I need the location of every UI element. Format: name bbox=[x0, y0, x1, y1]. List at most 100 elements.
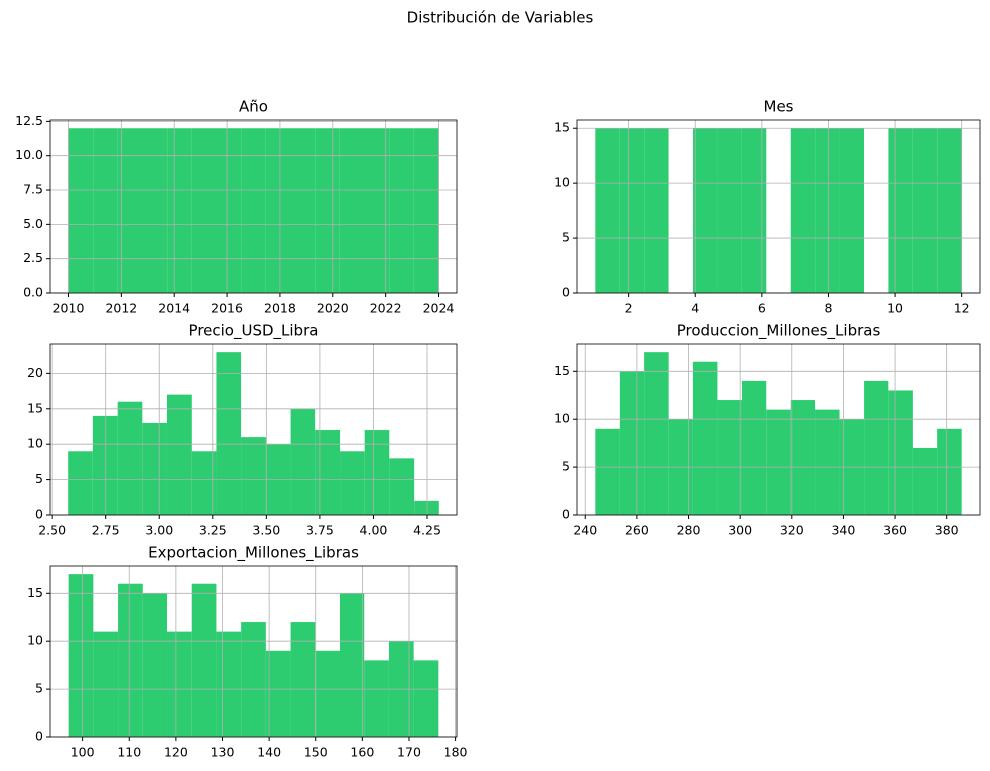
y-tick-label: 15 bbox=[554, 363, 570, 378]
bar bbox=[790, 400, 816, 515]
bar bbox=[693, 128, 718, 293]
bar bbox=[717, 400, 742, 515]
x-tick-label: 240 bbox=[573, 523, 597, 538]
bar bbox=[619, 128, 645, 293]
bar bbox=[216, 128, 242, 293]
bar bbox=[241, 128, 266, 293]
x-tick-label: 4.25 bbox=[413, 523, 441, 538]
bar bbox=[315, 430, 341, 515]
bar bbox=[315, 650, 340, 737]
y-tick-label: 15 bbox=[554, 120, 570, 135]
bar bbox=[339, 593, 365, 737]
bar bbox=[142, 422, 167, 515]
bar bbox=[595, 428, 620, 515]
x-tick-label: 160 bbox=[350, 745, 374, 760]
subplot-title: Mes bbox=[764, 98, 794, 116]
bar bbox=[839, 128, 864, 293]
y-tick-label: 0 bbox=[35, 507, 43, 522]
x-tick-label: 3.50 bbox=[252, 523, 280, 538]
bar bbox=[241, 622, 266, 737]
y-tick-label: 10 bbox=[554, 411, 570, 426]
x-tick-label: 2018 bbox=[264, 301, 296, 316]
bar bbox=[741, 128, 767, 293]
subplot-title: Produccion_Millones_Libras bbox=[677, 322, 881, 341]
bar bbox=[595, 128, 620, 293]
y-tick-label: 5 bbox=[562, 230, 570, 245]
x-tick-label: 2.50 bbox=[38, 523, 66, 538]
bar bbox=[290, 622, 316, 737]
bar bbox=[364, 430, 390, 515]
x-tick-label: 2020 bbox=[317, 301, 349, 316]
y-tick-label: 0 bbox=[562, 507, 570, 522]
bar bbox=[93, 631, 119, 737]
y-tick-label: 5.0 bbox=[23, 216, 43, 231]
x-tick-label: 300 bbox=[728, 523, 752, 538]
bar bbox=[92, 415, 118, 515]
x-tick-label: 100 bbox=[71, 745, 95, 760]
x-tick-label: 380 bbox=[935, 523, 959, 538]
y-tick-label: 10 bbox=[27, 633, 43, 648]
bar bbox=[216, 631, 242, 737]
bar bbox=[191, 451, 217, 515]
bar bbox=[241, 437, 266, 515]
bar bbox=[216, 352, 242, 515]
x-tick-label: 4.00 bbox=[360, 523, 388, 538]
y-tick-label: 0.0 bbox=[23, 285, 43, 300]
bar bbox=[888, 390, 913, 515]
y-tick-label: 10 bbox=[554, 175, 570, 190]
bar bbox=[413, 128, 439, 293]
bar bbox=[265, 128, 291, 293]
subplot: Exportacion_Millones_Libras 0 5 10 15 100 110 1… bbox=[27, 544, 467, 760]
subplot-title: Año bbox=[239, 98, 268, 116]
bar bbox=[815, 128, 840, 293]
axes-frame bbox=[576, 343, 981, 516]
y-tick-label: 5 bbox=[562, 459, 570, 474]
subplot: Produccion_Millones_Libras 0 5 10 15 240 260 28… bbox=[554, 322, 981, 538]
bar bbox=[315, 128, 340, 293]
y-tick-label: 5 bbox=[35, 681, 43, 696]
bar bbox=[68, 128, 94, 293]
x-tick-label: 2024 bbox=[423, 301, 455, 316]
y-tick-label: 0 bbox=[562, 285, 570, 300]
y-tick-label: 5 bbox=[35, 471, 43, 486]
bar bbox=[413, 660, 439, 737]
x-tick-label: 4 bbox=[691, 301, 699, 316]
bar bbox=[389, 458, 415, 515]
bar bbox=[692, 361, 718, 515]
bar bbox=[68, 574, 94, 737]
axes-frame bbox=[49, 343, 458, 516]
bar bbox=[644, 352, 669, 515]
x-tick-label: 2.75 bbox=[92, 523, 120, 538]
x-tick-label: 12 bbox=[954, 301, 970, 316]
y-tick-label: 20 bbox=[27, 365, 43, 380]
y-tick-label: 10 bbox=[27, 436, 43, 451]
x-tick-label: 6 bbox=[758, 301, 766, 316]
bar bbox=[717, 128, 742, 293]
x-tick-label: 120 bbox=[164, 745, 188, 760]
x-tick-label: 2012 bbox=[105, 301, 137, 316]
axes-frame bbox=[49, 119, 458, 294]
bar bbox=[118, 583, 143, 737]
bar bbox=[167, 631, 192, 737]
x-tick-label: 360 bbox=[883, 523, 907, 538]
y-tick-label: 7.5 bbox=[23, 182, 43, 197]
bar bbox=[790, 128, 816, 293]
x-tick-label: 110 bbox=[117, 745, 141, 760]
subplot-title: Exportacion_Millones_Libras bbox=[148, 544, 359, 563]
axes-frame bbox=[576, 119, 981, 294]
x-tick-label: 340 bbox=[831, 523, 855, 538]
x-tick-label: 150 bbox=[304, 745, 328, 760]
subplot: Mes 0 5 10 15 2 4 6 8 10 12 bbox=[554, 98, 981, 316]
bar bbox=[389, 128, 414, 293]
x-tick-label: 140 bbox=[257, 745, 281, 760]
x-tick-label: 260 bbox=[625, 523, 649, 538]
bar bbox=[414, 500, 439, 515]
x-tick-label: 320 bbox=[780, 523, 804, 538]
bar bbox=[191, 583, 217, 737]
bar bbox=[339, 128, 365, 293]
bar bbox=[766, 409, 791, 515]
bar bbox=[364, 660, 389, 737]
bar bbox=[142, 593, 168, 737]
bar bbox=[741, 380, 767, 515]
